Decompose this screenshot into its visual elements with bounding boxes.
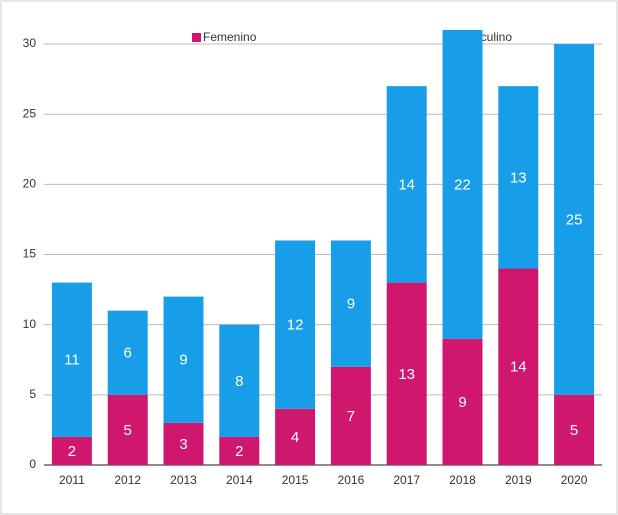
- x-tick-label: 2018: [449, 473, 476, 487]
- legend-swatch: [192, 33, 201, 42]
- value-label: 14: [510, 359, 527, 376]
- y-tick-label: 10: [23, 317, 37, 331]
- bar-segment: [554, 394, 595, 465]
- bar-segment: [163, 422, 204, 465]
- value-label: 4: [291, 429, 299, 446]
- bar-segment: [275, 240, 316, 409]
- bar-segment: [107, 394, 148, 465]
- bar-segment: [51, 436, 92, 465]
- bar-segment: [163, 296, 204, 423]
- value-label: 7: [347, 408, 355, 425]
- value-label: 11: [64, 352, 80, 369]
- bar-segment: [386, 282, 427, 465]
- value-label: 9: [458, 394, 466, 411]
- x-tick-label: 2019: [505, 473, 532, 487]
- x-tick-label: 2014: [226, 473, 253, 487]
- bar-segment: [442, 30, 483, 339]
- y-tick-label: 20: [23, 177, 37, 191]
- x-tick-label: 2020: [561, 473, 588, 487]
- bar-segment: [330, 366, 371, 465]
- x-tick-label: 2011: [59, 473, 85, 487]
- value-label: 13: [398, 366, 415, 383]
- value-label: 25: [566, 211, 583, 228]
- bar-segment: [219, 324, 260, 437]
- y-tick-label: 25: [23, 106, 37, 120]
- bar-segment: [219, 436, 260, 465]
- value-label: 13: [510, 169, 527, 186]
- value-label: 12: [287, 317, 304, 334]
- bar-segment: [442, 338, 483, 465]
- bar-segment: [275, 408, 316, 465]
- bar-segment: [554, 44, 595, 395]
- bar-segment: [330, 240, 371, 367]
- value-label: 2: [68, 443, 76, 460]
- value-label: 6: [124, 345, 132, 362]
- value-label: 5: [570, 422, 578, 439]
- bar-segment: [498, 268, 539, 465]
- value-label: 3: [179, 436, 187, 453]
- value-label: 5: [124, 422, 132, 439]
- bar-segment: [51, 282, 92, 437]
- y-tick-label: 5: [29, 387, 36, 401]
- value-label: 9: [347, 296, 355, 313]
- bar-segment: [107, 310, 148, 395]
- value-label: 2: [235, 443, 243, 460]
- value-label: 8: [235, 373, 243, 390]
- x-tick-label: 2016: [338, 473, 365, 487]
- value-label: 9: [179, 352, 187, 369]
- bar-segment: [498, 86, 539, 269]
- value-label: 22: [454, 176, 471, 193]
- x-tick-label: 2013: [170, 473, 197, 487]
- value-label: 14: [398, 176, 415, 193]
- y-tick-label: 0: [29, 457, 36, 471]
- y-tick-label: 30: [23, 36, 37, 50]
- legend-label: Femenino: [203, 30, 257, 44]
- x-tick-label: 2017: [393, 473, 420, 487]
- x-tick-label: 2012: [114, 473, 141, 487]
- y-tick-label: 15: [23, 247, 37, 261]
- x-tick-label: 2015: [282, 473, 309, 487]
- bar-segment: [386, 86, 427, 283]
